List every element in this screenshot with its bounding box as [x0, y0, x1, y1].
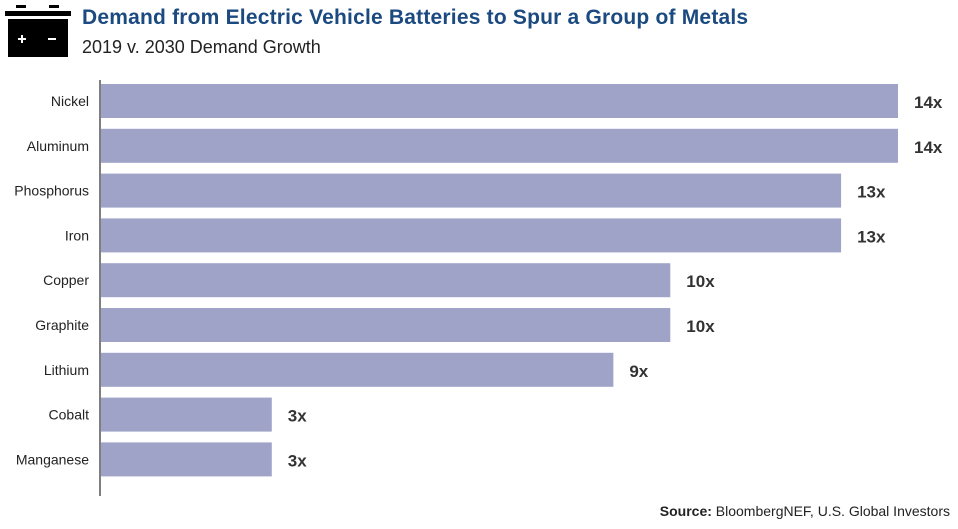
bar-copper: [101, 263, 671, 298]
category-label: Aluminum: [27, 138, 89, 154]
data-label: 9x: [629, 362, 648, 381]
battery-icon: [5, 5, 71, 57]
category-label: Iron: [65, 227, 89, 243]
bar-cobalt: [101, 397, 272, 432]
chart-title: Demand from Electric Vehicle Batteries t…: [82, 6, 749, 29]
data-label: 13x: [857, 183, 886, 202]
category-label: Graphite: [35, 317, 89, 333]
category-label: Copper: [43, 272, 89, 288]
bar-phosphorus: [101, 173, 842, 208]
data-label: 13x: [857, 227, 886, 246]
category-label: Phosphorus: [14, 183, 89, 199]
category-label: Lithium: [44, 362, 89, 378]
bar-manganese: [101, 442, 272, 477]
data-label: 10x: [686, 272, 715, 291]
data-label: 3x: [288, 407, 307, 426]
data-label: 10x: [686, 317, 715, 336]
data-label: 3x: [288, 451, 307, 470]
source-note: Source: BloombergNEF, U.S. Global Invest…: [660, 503, 950, 519]
source-label: Source:: [659, 503, 712, 519]
category-label: Cobalt: [49, 407, 90, 423]
bar-aluminum: [101, 128, 898, 163]
chart-subtitle: 2019 v. 2030 Demand Growth: [82, 37, 321, 57]
bar-nickel: [101, 84, 898, 118]
category-label: Manganese: [16, 451, 89, 467]
bar-iron: [101, 218, 842, 253]
data-label: 14x: [914, 93, 943, 112]
bar-graphite: [101, 308, 671, 342]
category-label: Nickel: [51, 93, 89, 109]
source-text: BloombergNEF, U.S. Global Investors: [711, 503, 950, 519]
data-label: 14x: [914, 138, 943, 157]
bar-lithium: [101, 352, 614, 387]
